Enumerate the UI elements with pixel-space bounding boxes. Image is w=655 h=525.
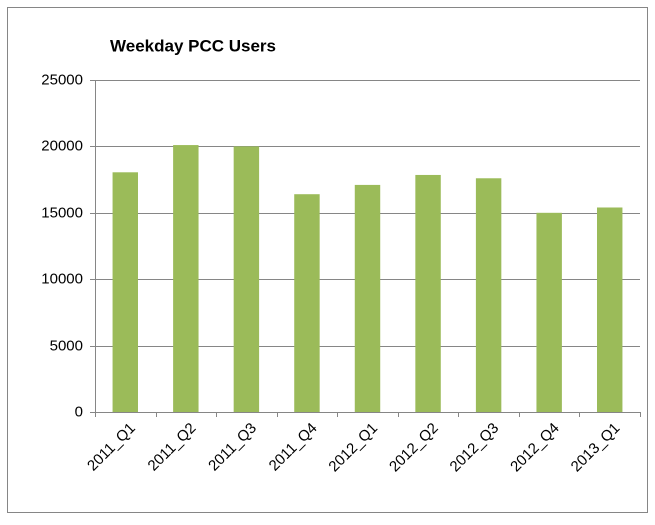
bar bbox=[597, 207, 623, 412]
y-tick-label: 10000 bbox=[41, 270, 83, 287]
y-tick-label: 15000 bbox=[41, 204, 83, 221]
bar bbox=[173, 145, 199, 412]
bar bbox=[354, 184, 381, 412]
y-tick-label: 5000 bbox=[50, 337, 83, 354]
chart-title: Weekday PCC Users bbox=[110, 36, 276, 55]
y-tick-label: 0 bbox=[75, 403, 83, 420]
bar bbox=[112, 172, 138, 412]
y-tick-label: 25000 bbox=[41, 71, 83, 88]
bar bbox=[475, 178, 502, 412]
bar bbox=[233, 146, 260, 412]
bar bbox=[415, 174, 441, 412]
bar bbox=[294, 194, 320, 412]
y-tick-label: 20000 bbox=[41, 137, 83, 154]
bar bbox=[536, 212, 562, 412]
